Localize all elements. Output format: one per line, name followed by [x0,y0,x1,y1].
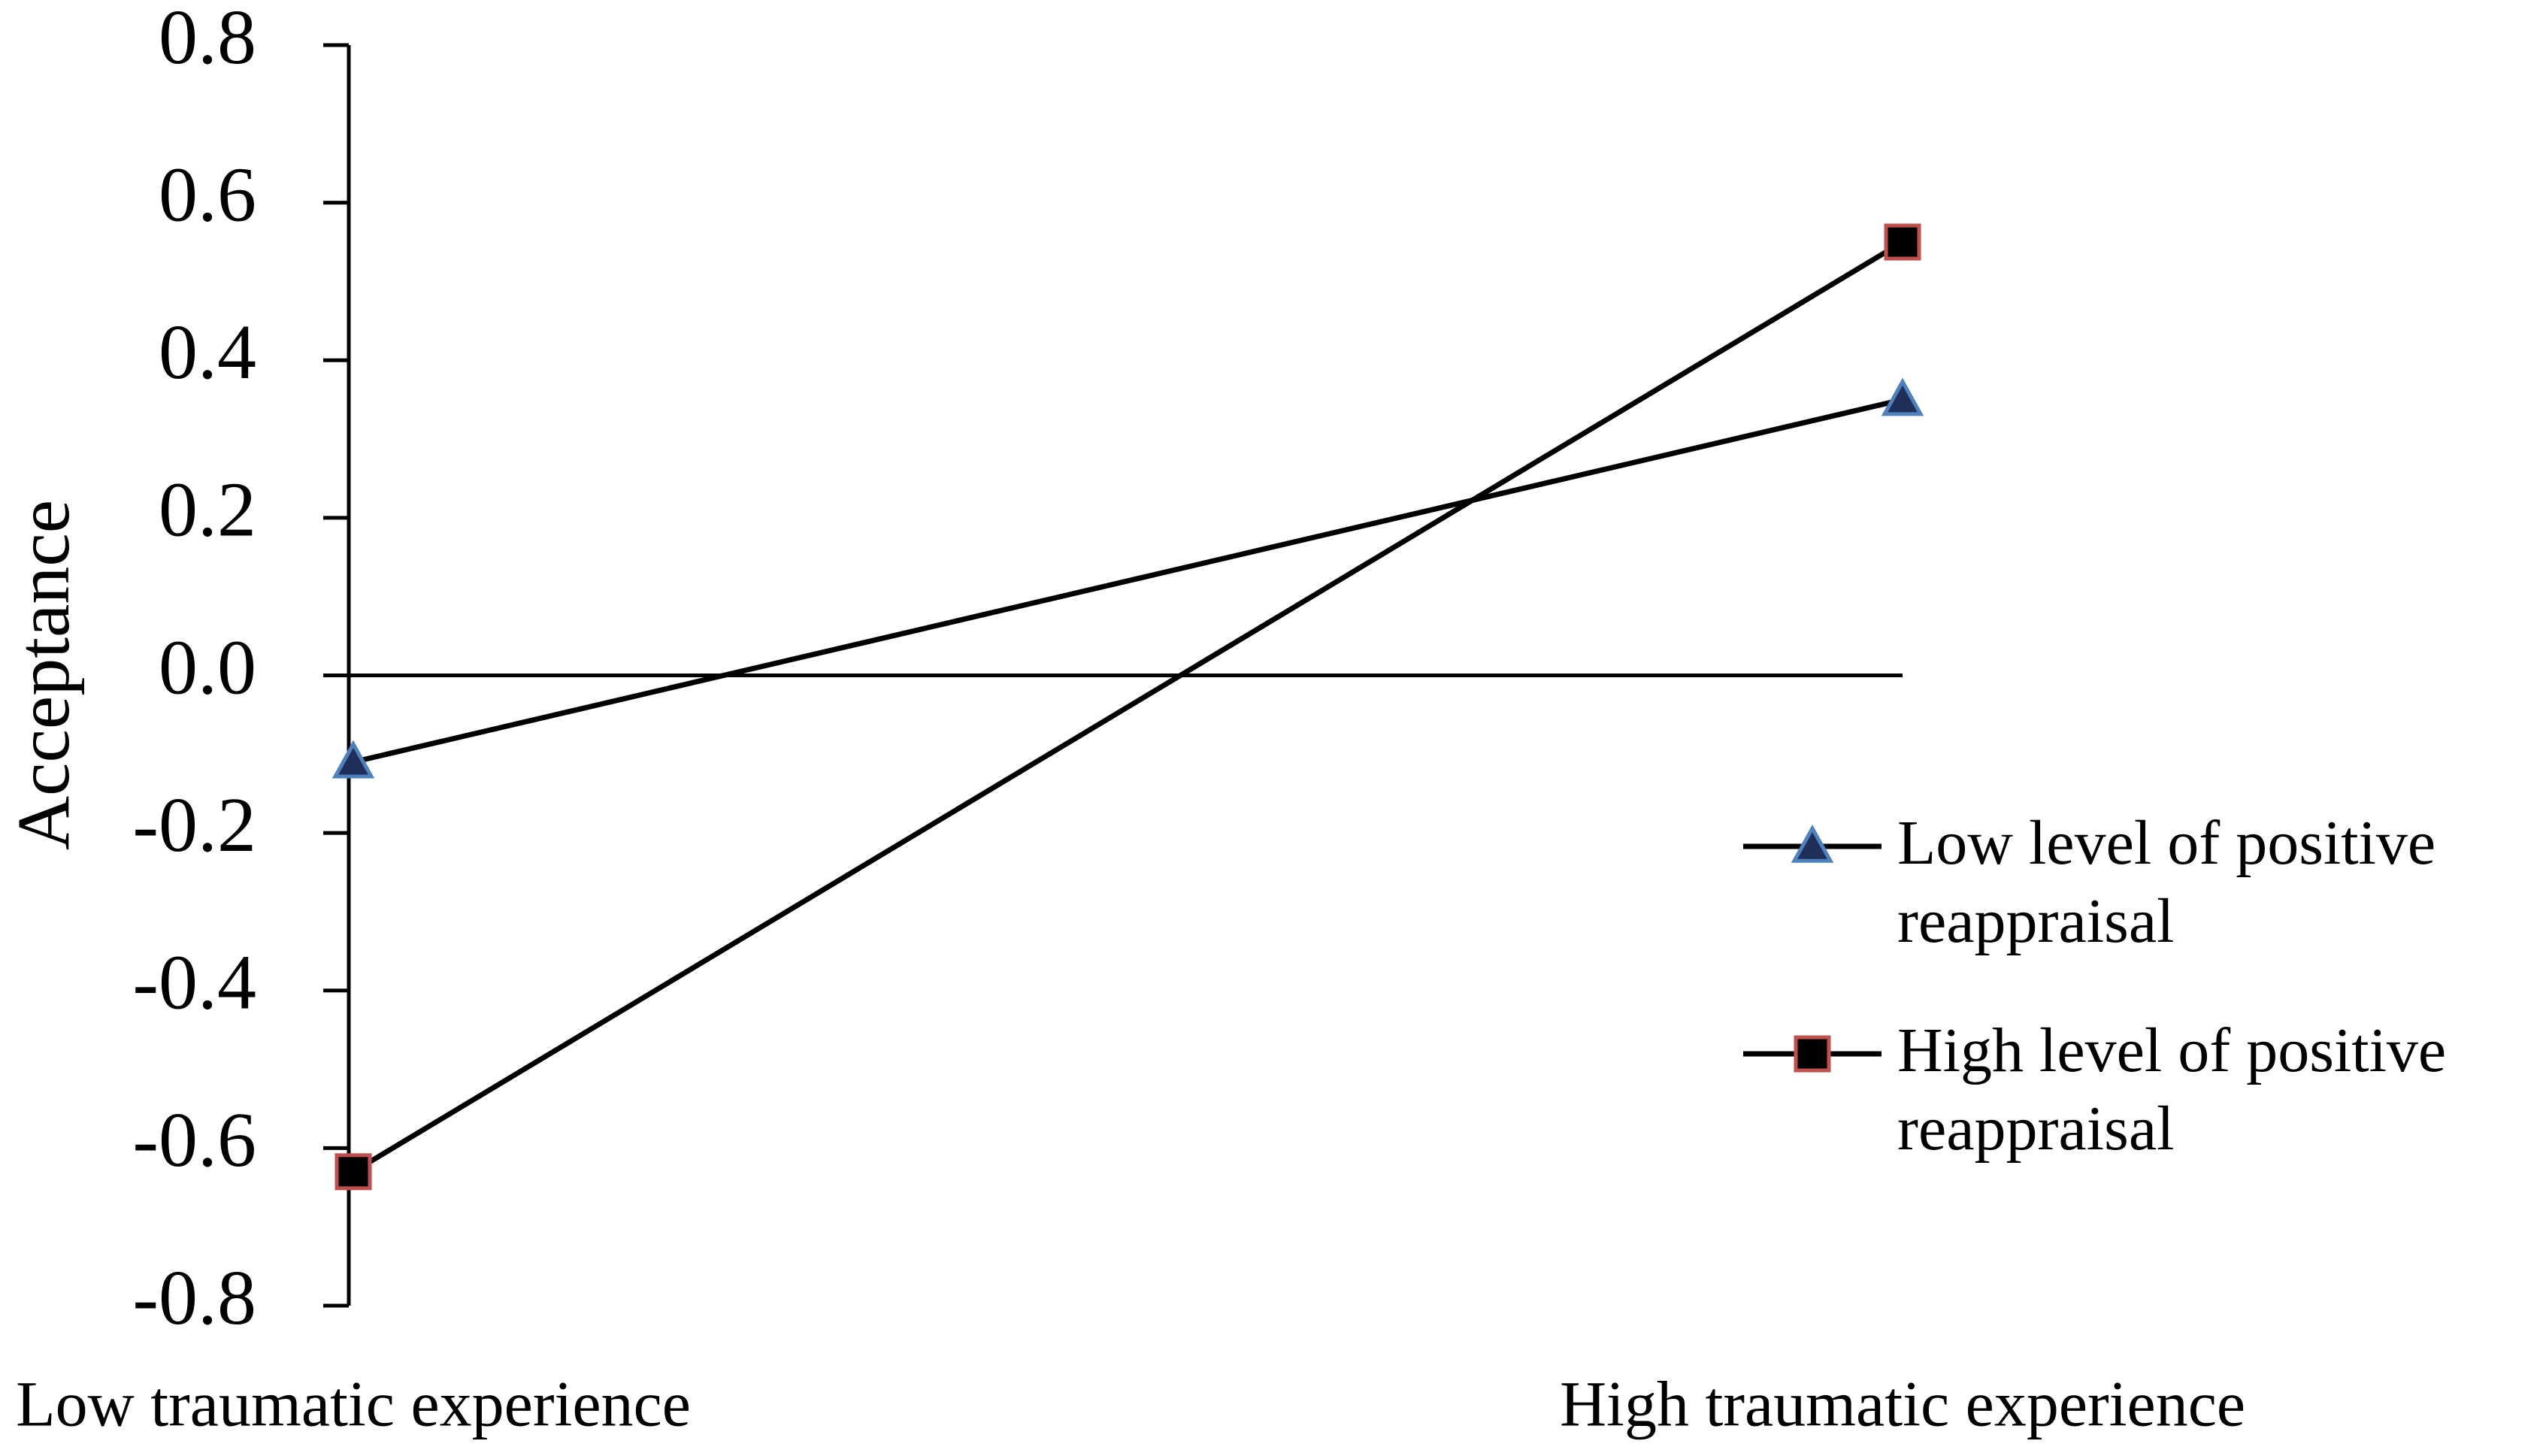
y-tick-label: 0.6 [159,151,256,238]
series-line [353,397,1903,765]
legend-marker [1791,824,1834,863]
marker [1791,824,1834,863]
x-tick-label: High traumatic experience [1560,1368,2245,1440]
y-tick-label: -0.8 [132,1255,256,1341]
series-line [352,240,1904,1174]
y-axis-label: Acceptance [2,500,85,850]
series [335,223,1921,1191]
marker [1881,377,1924,416]
y-tick-label: 0.8 [159,0,256,80]
series [331,377,1924,779]
y-tick-label: 0.2 [159,467,256,553]
y-tick-label: 0.0 [159,624,256,710]
marker [331,740,375,779]
legend-marker [1794,1035,1831,1073]
y-tick-label: -0.6 [132,1097,256,1183]
legend-label: Low level of positive reappraisal [1897,808,2436,956]
marker [1794,1035,1831,1073]
marker [1884,223,1921,261]
y-tick-label: 0.4 [159,309,256,395]
y-tick-label: -0.2 [132,782,256,868]
marker [335,1153,372,1191]
legend-label: High level of positive reappraisal [1897,1016,2447,1164]
x-tick-label: Low traumatic experience [16,1368,691,1440]
y-tick-label: -0.4 [132,940,256,1026]
